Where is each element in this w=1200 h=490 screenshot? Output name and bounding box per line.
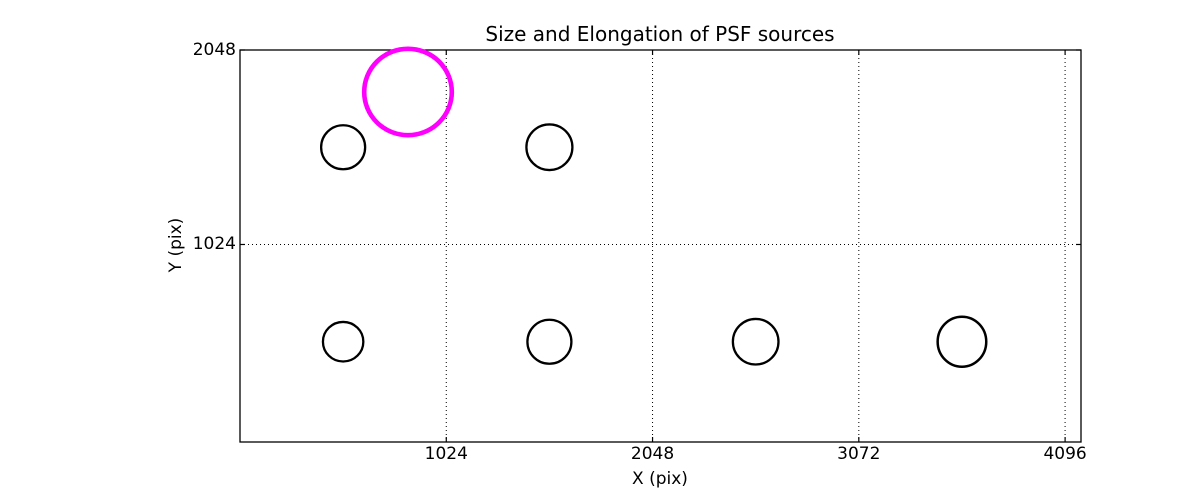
psf-source-highlighted: [361, 46, 455, 138]
x-tick-label: 2048: [630, 444, 675, 464]
psf-source-ellipse: [321, 320, 365, 363]
y-tick-label: 2048: [192, 40, 236, 60]
axes-spines: [239, 49, 1082, 443]
x-axis-label: X (pix): [632, 469, 688, 489]
psf-source-ellipse: [731, 317, 780, 366]
plot-title: Size and Elongation of PSF sources: [485, 22, 835, 46]
psf-source-ellipse: [526, 318, 573, 365]
psf-source-ellipse: [936, 315, 988, 368]
x-tick-label: 3072: [837, 444, 881, 464]
y-tick-label: 1024: [192, 234, 236, 255]
y-axis-label: Y (pix): [166, 217, 186, 273]
x-tick-label: 1024: [424, 444, 468, 464]
psf-source-ellipse: [525, 123, 574, 172]
x-tick-label: 4096: [1043, 444, 1087, 464]
psf-source-ellipse: [319, 124, 367, 171]
